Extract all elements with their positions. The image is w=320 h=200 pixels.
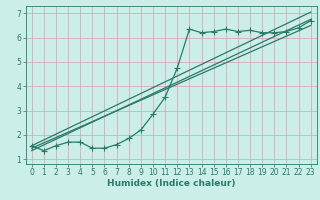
- X-axis label: Humidex (Indice chaleur): Humidex (Indice chaleur): [107, 179, 236, 188]
